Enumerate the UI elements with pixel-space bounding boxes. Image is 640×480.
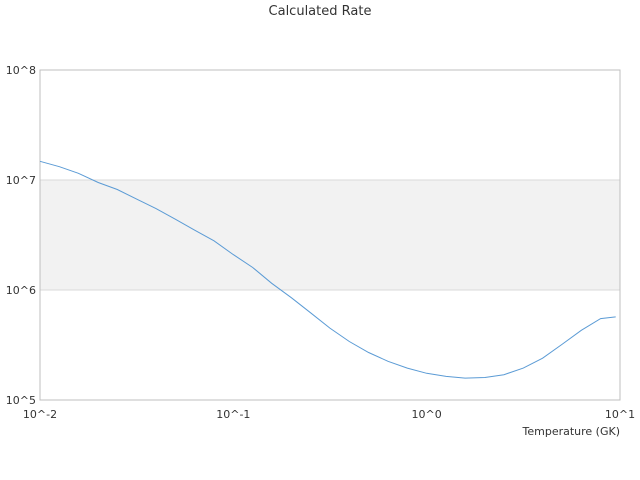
- plot-area-border: [39, 69, 621, 401]
- y-tick-label: 10^6: [6, 284, 36, 297]
- y-tick-label: 10^7: [6, 174, 36, 187]
- highlight-band: [40, 180, 620, 290]
- y-axis-ticks: 10^5 10^6 10^7 10^8: [6, 64, 36, 407]
- chart-title: Calculated Rate: [268, 4, 372, 19]
- series-line: [39, 160, 616, 379]
- y-tick-label: 10^8: [6, 64, 36, 77]
- x-tick-label: 10^1: [605, 408, 635, 421]
- y-tick-label: 10^5: [6, 394, 36, 407]
- x-axis-ticks: 10^-2 10^-1 10^0 10^1: [23, 408, 635, 421]
- x-tick-label: 10^0: [412, 408, 442, 421]
- x-axis-label: Temperature (GK): [522, 425, 621, 438]
- x-tick-label: 10^-1: [216, 408, 250, 421]
- x-tick-label: 10^-2: [23, 408, 57, 421]
